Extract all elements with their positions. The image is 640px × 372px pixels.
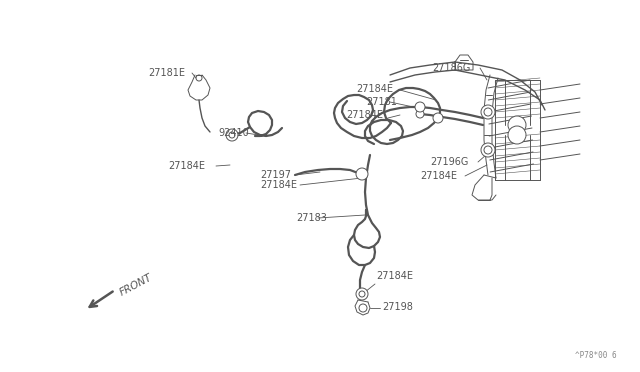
Text: 27197: 27197 (260, 170, 291, 180)
Circle shape (508, 116, 526, 134)
Text: 27184E: 27184E (346, 110, 383, 120)
Circle shape (416, 110, 424, 118)
Text: ^P78*00 6: ^P78*00 6 (575, 351, 616, 360)
Circle shape (356, 288, 368, 300)
Text: 27184E: 27184E (376, 271, 413, 281)
Circle shape (508, 126, 526, 144)
Text: 27196G: 27196G (430, 157, 468, 167)
Circle shape (415, 102, 425, 112)
Text: 27183: 27183 (296, 213, 327, 223)
Circle shape (481, 143, 495, 157)
Text: 27184E: 27184E (420, 171, 457, 181)
Circle shape (433, 113, 443, 123)
Text: 27198: 27198 (382, 302, 413, 312)
Circle shape (481, 105, 495, 119)
Text: 92410: 92410 (218, 128, 249, 138)
Text: 27184E: 27184E (356, 84, 393, 94)
Circle shape (226, 129, 238, 141)
Text: 27184E: 27184E (260, 180, 297, 190)
Text: 27181E: 27181E (148, 68, 185, 78)
Circle shape (356, 168, 368, 180)
Circle shape (416, 103, 424, 111)
Text: 27181: 27181 (366, 97, 397, 107)
Text: 27184E: 27184E (168, 161, 205, 171)
Text: FRONT: FRONT (118, 272, 154, 298)
Text: 27186G: 27186G (432, 63, 470, 73)
